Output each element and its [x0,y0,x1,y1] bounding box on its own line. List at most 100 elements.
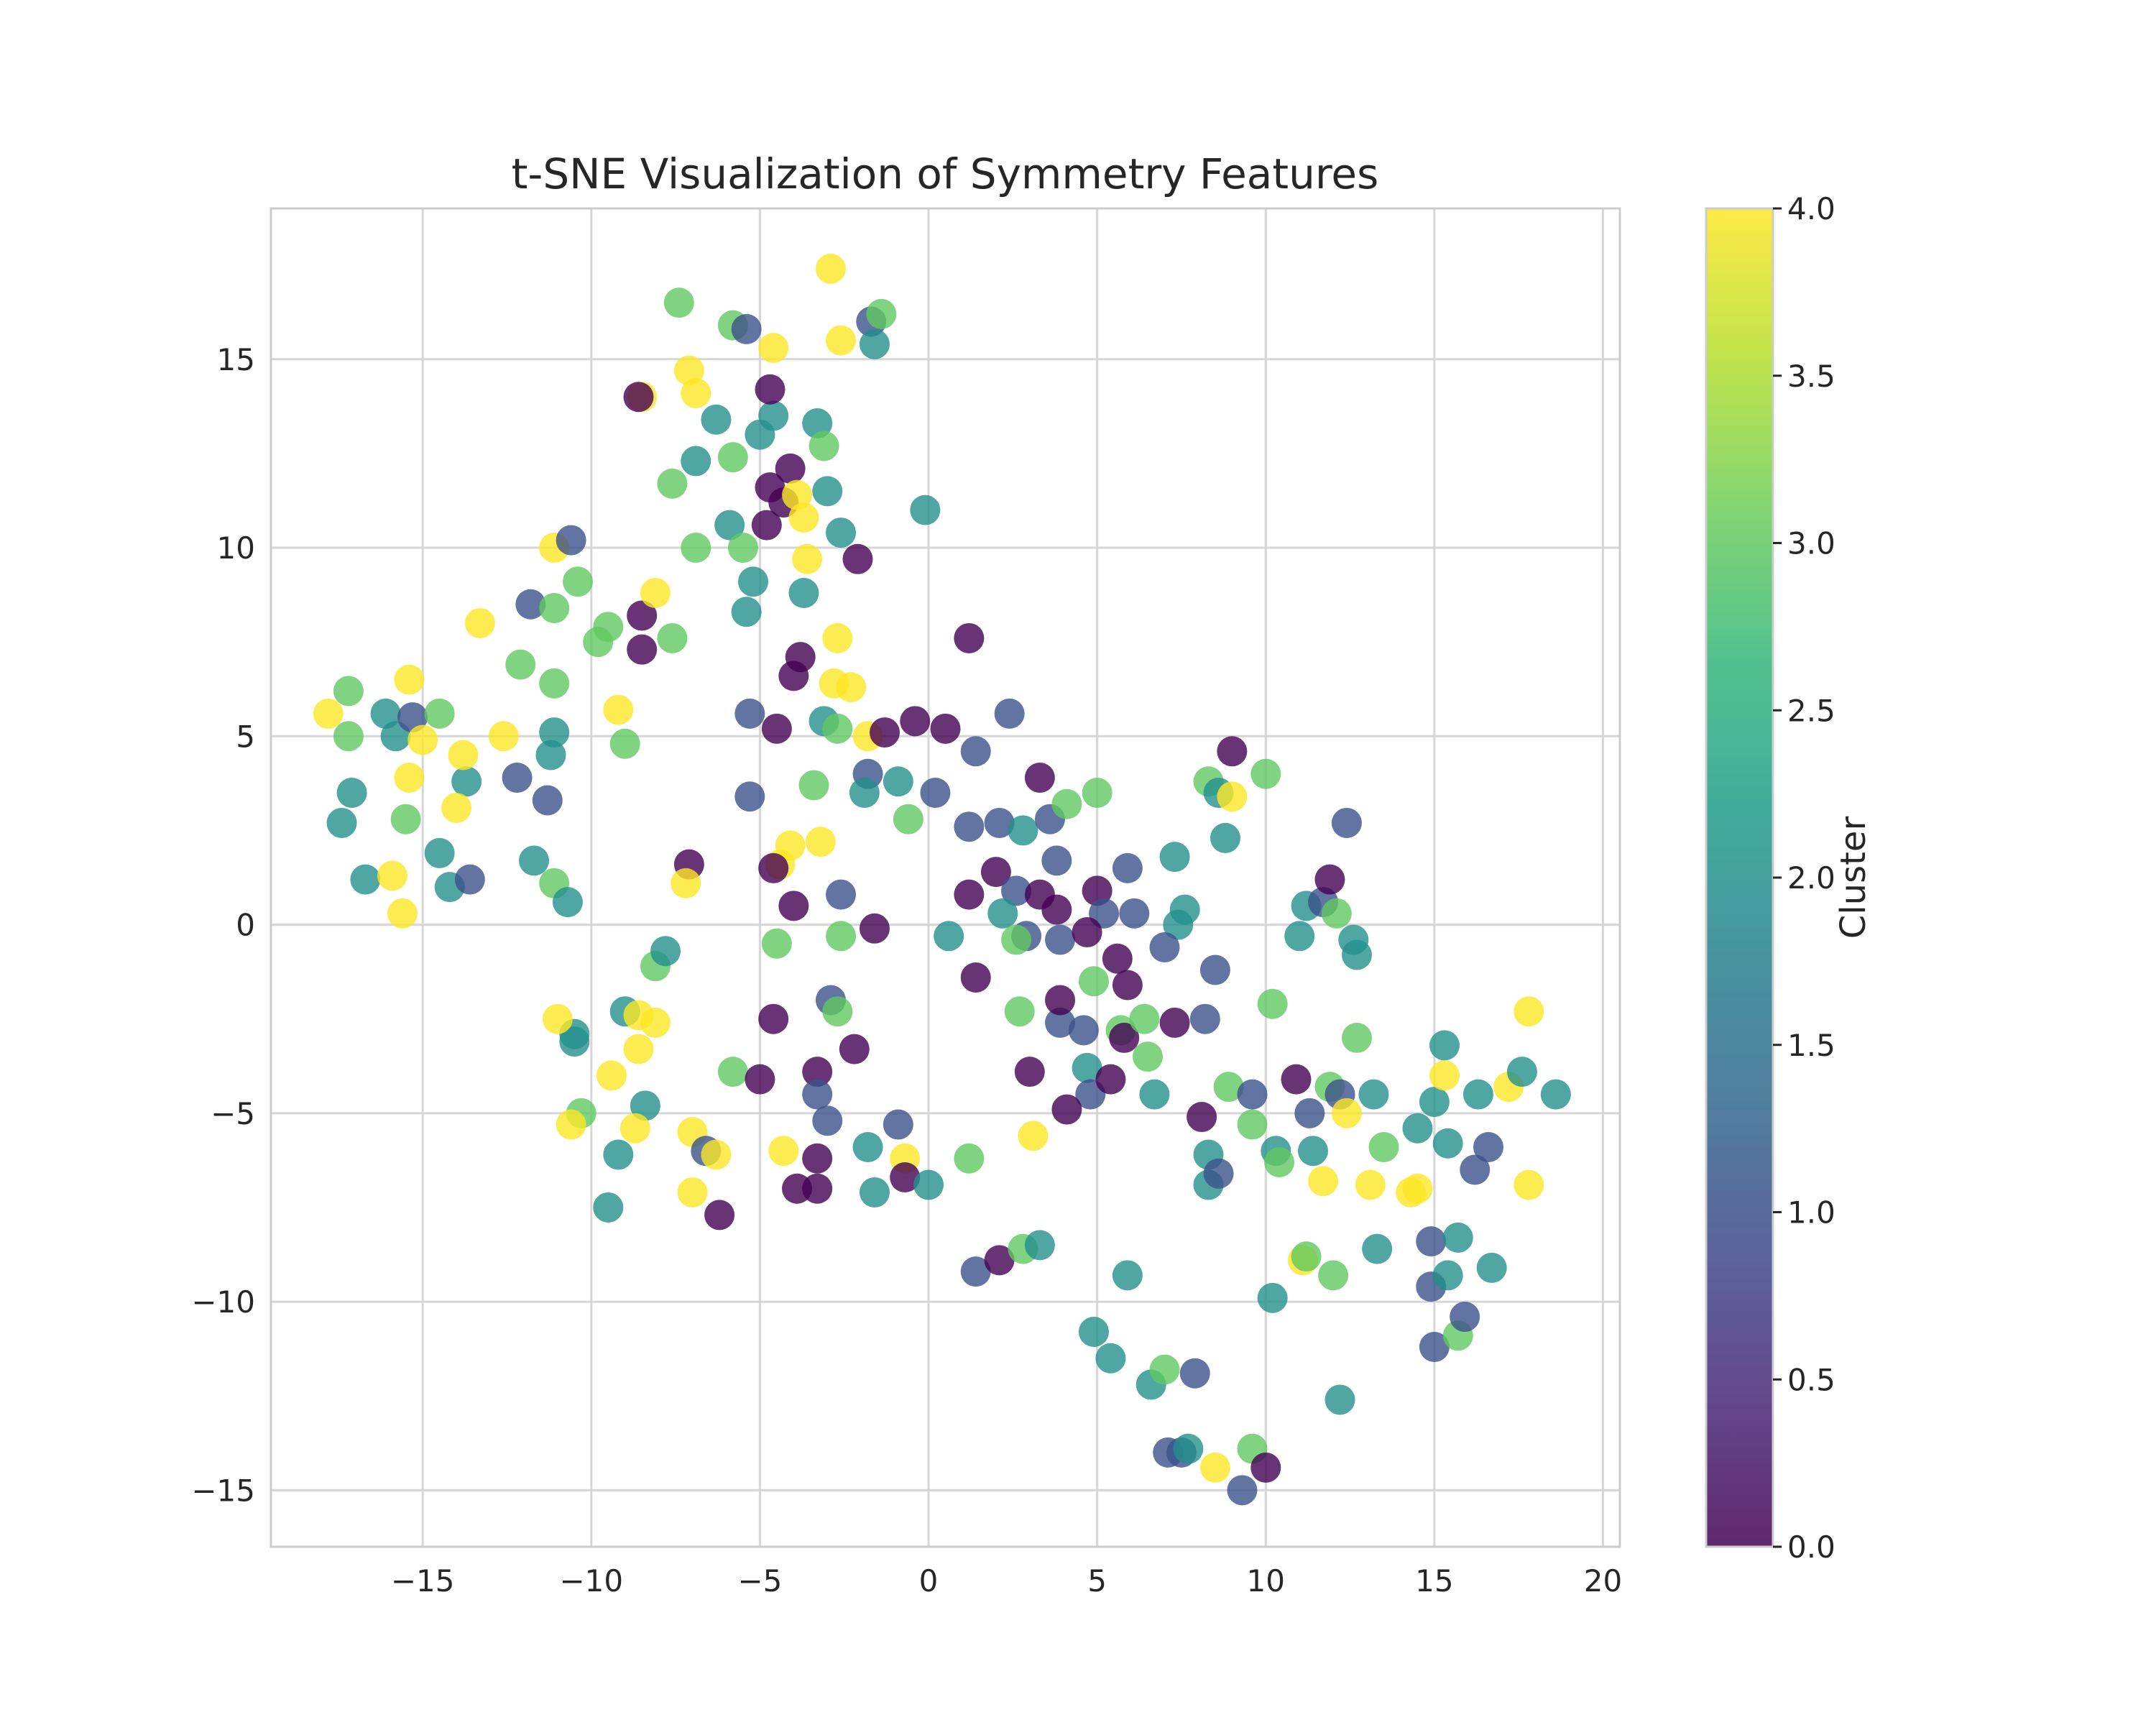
scatter-point [1419,1332,1450,1363]
scatter-point [802,1057,833,1087]
data-points [313,253,1571,1506]
x-tick-label: −10 [559,1563,623,1598]
scatter-point [954,811,985,842]
scatter-point [822,622,853,653]
scatter-point [1514,1169,1544,1200]
y-tick-label: −15 [191,1473,255,1508]
scatter-point [1163,909,1194,940]
scatter-point [890,1162,921,1192]
scatter-point [1442,1222,1473,1253]
scatter-point [1264,1147,1295,1178]
scatter-point [778,661,809,691]
scatter-point [808,431,839,461]
scatter-point [826,325,857,356]
scatter-point [515,589,546,620]
scatter-point [1004,996,1035,1027]
scatter-point [984,1245,1015,1276]
scatter-point [782,479,813,510]
y-tick-labels: −15 −10 −5 0 5 10 15 [191,342,255,1509]
scatter-point [826,518,857,548]
x-tick-label: 15 [1415,1563,1453,1598]
scatter-point [1072,1052,1102,1083]
scatter-point [1024,1230,1055,1261]
plot-frame [270,207,1621,1548]
scatter-point [738,566,769,597]
scatter-point [593,612,624,643]
scatter-point [994,698,1025,729]
scatter-point [1250,1452,1281,1483]
scatter-point [464,607,495,638]
scatter-point [717,442,748,473]
chart-title: t-SNE Visualization of Symmetry Features [512,150,1379,198]
scatter-point [1213,1072,1244,1103]
scatter-point [539,668,570,699]
scatter-point [1109,1022,1140,1053]
scatter-point [1355,1169,1386,1200]
scatter-point [593,1192,624,1223]
scatter-point [333,676,364,707]
scatter-point [1095,1064,1126,1095]
scatter-point [1331,807,1362,838]
scatter-point [326,807,357,838]
scatter-point [792,543,823,574]
scatter-point [745,1064,775,1095]
scatter-point [758,852,789,883]
colorbar-label: Cluster [1833,816,1874,939]
scatter-point [761,928,792,959]
scatter-point [758,400,789,431]
scatter-point [1429,1060,1460,1091]
scatter-point [954,1143,985,1174]
scatter-point [539,717,570,748]
scatter-point [505,649,536,680]
scatter-point [1227,1475,1258,1506]
scatter-point [1462,1079,1493,1110]
colorbar-tick-label: 1.0 [1787,1195,1835,1230]
scatter-point [788,502,819,533]
scatter-point [1314,864,1345,895]
scatter-point [930,713,961,744]
scatter-point [826,879,857,910]
scatter-point [1041,894,1072,925]
scatter-point [788,577,819,608]
scatter-point [390,804,421,834]
scatter-point [657,622,688,653]
scatter-point [1072,917,1102,948]
scatter-point [448,740,479,770]
scatter-point [1159,1007,1190,1038]
scatter-point [842,543,873,574]
scatter-point [1119,898,1150,929]
y-tick-label: −5 [211,1096,255,1131]
scatter-point [839,1034,870,1064]
scatter-point [451,766,482,797]
scatter-point [1281,1064,1312,1095]
scatter-point [704,1200,735,1230]
colorbar-tick-labels: 0.0 0.5 1.0 1.5 2.0 2.5 3.0 3.5 4.0 [1773,191,1835,1565]
scatter-point [502,763,533,794]
scatter-point [1210,822,1240,853]
scatter-point [734,781,765,812]
scatter-point [954,622,985,653]
scatter-point [1237,1079,1268,1110]
y-tick-label: 15 [217,342,255,377]
scatter-point [849,777,880,808]
scatter-point [627,634,658,665]
scatter-point [1341,1022,1372,1053]
scatter-point [960,1256,991,1287]
scatter-point [984,807,1015,838]
scatter-point [681,533,711,564]
scatter-point [1149,1354,1180,1385]
colorbar [1705,207,1774,1548]
scatter-point [519,845,550,876]
scatter-point [859,913,890,944]
colorbar-tick-label: 0.5 [1787,1362,1835,1397]
scatter-point [1257,1282,1288,1313]
scatter-point [1159,842,1190,873]
scatter-point [488,721,519,752]
scatter-point [1318,1260,1349,1291]
scatter-point [650,936,681,967]
scatter-point [1189,1003,1220,1034]
colorbar-tick-label: 2.0 [1787,860,1835,896]
x-tick-label: 0 [919,1563,939,1598]
scatter-point [1001,875,1032,906]
scatter-point [681,446,711,477]
